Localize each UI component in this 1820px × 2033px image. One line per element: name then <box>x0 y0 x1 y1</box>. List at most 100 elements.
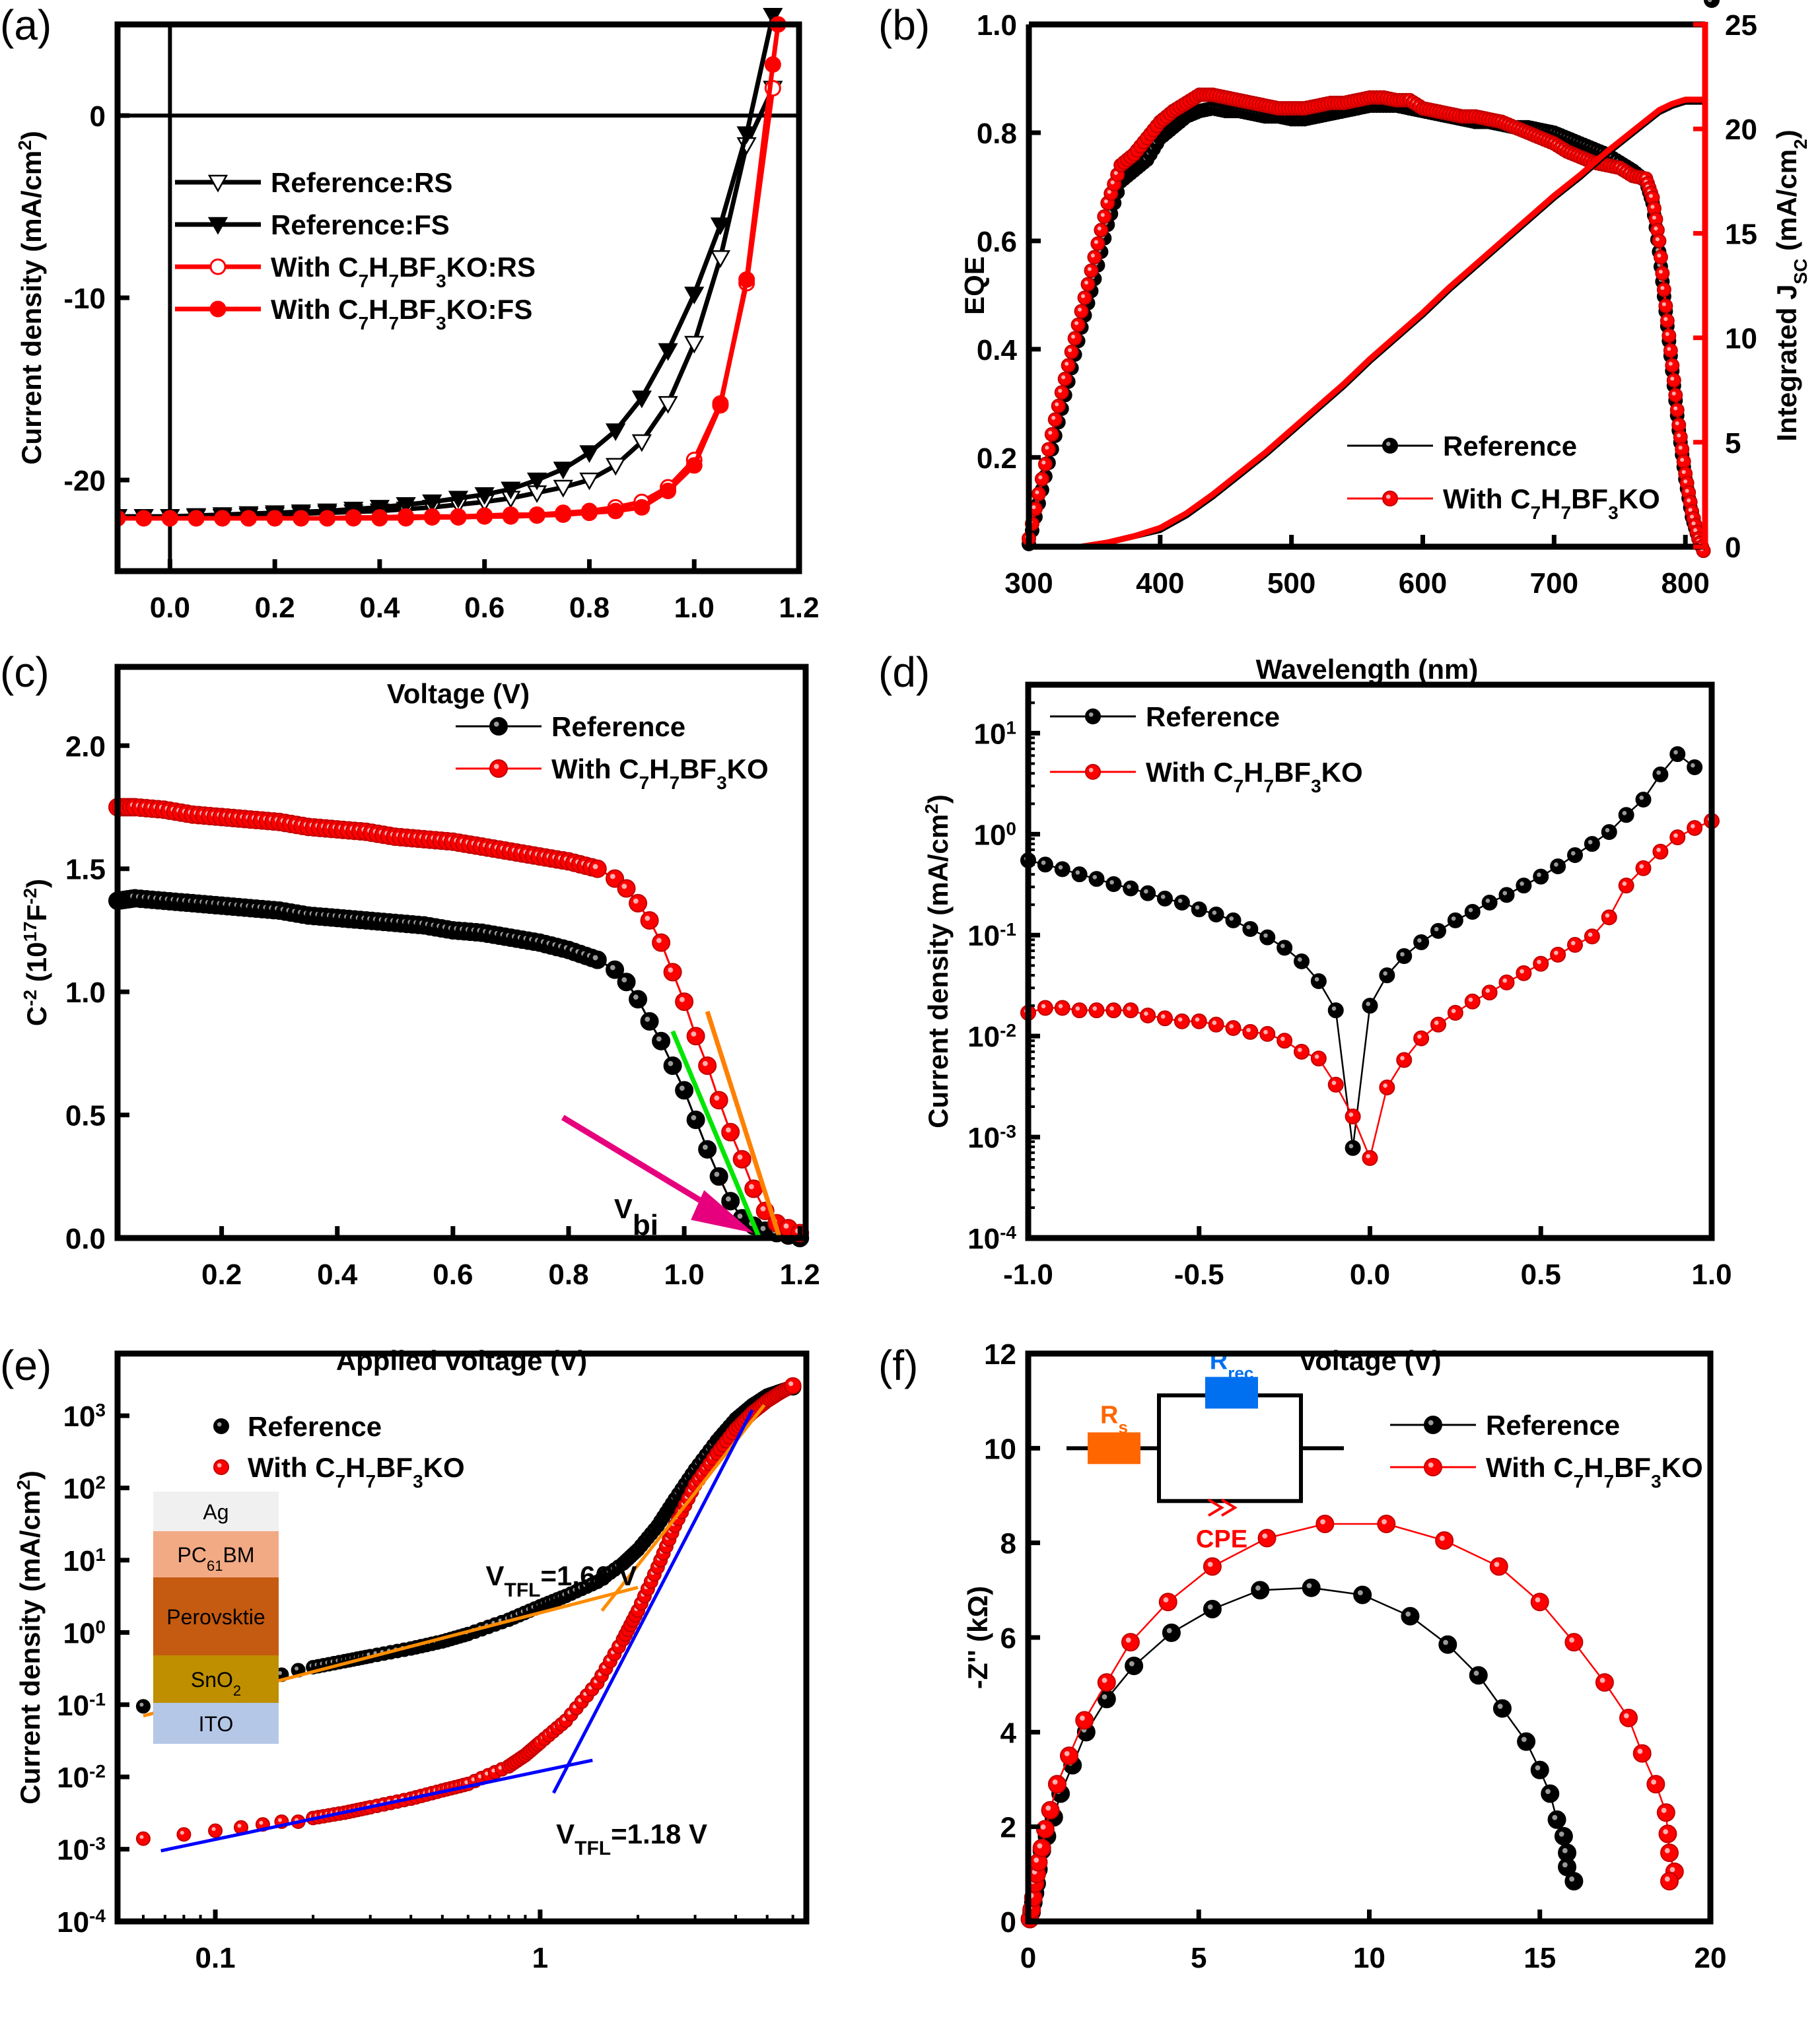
y-axis-title-text-part: ) <box>21 879 52 888</box>
dark-jv-marker-highlight <box>1502 978 1508 983</box>
legend-label-part: H <box>368 294 388 325</box>
circle-marker <box>764 56 781 73</box>
legend-label-part: 7 <box>335 1471 346 1492</box>
nyquist-marker-highlight <box>1207 1562 1213 1568</box>
x-axis-title: Z' (kΩ) <box>1325 2028 1413 2033</box>
x-axis-title: Applied voltage (V) <box>336 1345 587 1376</box>
dark-jv-marker <box>1259 1025 1276 1042</box>
legend-label-part: 7 <box>1574 1471 1584 1492</box>
legend-label-part: Reference <box>1443 431 1577 462</box>
cv-marker-highlight <box>621 977 627 982</box>
nyquist-marker-highlight <box>1040 1824 1046 1830</box>
eqe-marker-highlight <box>1045 445 1049 450</box>
cv-marker-highlight <box>760 1206 766 1212</box>
nyquist-marker-highlight <box>1545 1789 1551 1795</box>
eqe-marker <box>1084 263 1099 278</box>
y-axis-title-text-part: Current density (mA/cm <box>15 1490 46 1805</box>
triangle-marker <box>710 217 731 236</box>
eqe-marker-highlight <box>1690 514 1695 519</box>
x-tick-label: 300 <box>1004 567 1053 600</box>
dark-jv-marker-highlight <box>1177 1017 1183 1022</box>
dark-jv-marker-highlight <box>1656 770 1661 775</box>
y-tick-label: 10-1 <box>57 1688 106 1722</box>
dark-jv-marker-highlight <box>1075 1006 1080 1011</box>
dark-jv-marker <box>1345 1140 1361 1156</box>
dark-jv-marker <box>1567 847 1583 864</box>
nyquist-marker-highlight <box>1651 1779 1657 1785</box>
dark-jv-marker-highlight <box>1434 926 1439 932</box>
nyquist-marker-highlight <box>1664 1876 1670 1882</box>
circle-marker <box>209 300 227 318</box>
dark-jv-marker <box>1618 807 1634 823</box>
nyquist-marker <box>1656 1803 1675 1822</box>
x-tick-label: 0.8 <box>569 592 610 624</box>
eqe-marker-highlight <box>1061 375 1066 380</box>
legend-marker <box>213 1459 229 1475</box>
dark-jv-marker <box>1498 974 1515 990</box>
cv-marker <box>709 1091 728 1110</box>
eqe-marker <box>1047 412 1063 427</box>
triangle-marker <box>553 479 573 498</box>
sclc-marker-highlight <box>485 1771 489 1775</box>
cv-marker-highlight <box>679 1085 685 1091</box>
y-tick-label: 6 <box>1000 1622 1016 1655</box>
eqe-marker-highlight <box>1648 193 1653 198</box>
triangle-marker <box>684 335 705 354</box>
nyquist-marker <box>1530 1760 1549 1779</box>
nyquist-marker <box>1059 1746 1078 1766</box>
dark-jv-marker <box>1464 993 1481 1010</box>
x-tick-label: -0.5 <box>1174 1258 1224 1291</box>
legend-label: With C7H7BF3KO:FS <box>271 294 532 333</box>
vtfl-reference-label-part: TFL <box>505 1579 541 1601</box>
legend-label: With C7H7BF3KO <box>1443 483 1660 523</box>
legend-marker-highlight <box>1428 1420 1434 1426</box>
nyquist-marker-highlight <box>1521 1737 1527 1742</box>
legend-label-part: H <box>1541 483 1560 514</box>
cv-marker <box>588 859 607 878</box>
y-tick-label-part: 10 <box>967 1122 1000 1154</box>
triangle-marker <box>579 445 600 464</box>
legend-label-part: KO <box>423 1452 465 1483</box>
eqe-marker <box>1655 266 1670 281</box>
dark-jv-marker <box>1601 824 1617 841</box>
eqe-marker <box>1669 403 1685 418</box>
dark-jv-marker-highlight <box>1058 865 1063 870</box>
eqe-marker-highlight <box>1041 460 1046 465</box>
legend-label: Reference:RS <box>271 167 452 198</box>
dark-jv-marker-highlight <box>1673 833 1678 838</box>
legend-marker-highlight <box>1088 712 1094 717</box>
y-tick-label-part: 10 <box>57 1834 89 1867</box>
nyquist-marker-highlight <box>1037 1843 1043 1849</box>
vtfl-reference-label: VTFL=1.66 V <box>486 1560 637 1601</box>
nyquist-marker <box>1047 1775 1067 1794</box>
panel-label: (a) <box>0 1 52 49</box>
legend-label-part: 3 <box>717 773 727 793</box>
legend-label-part: With C <box>551 753 639 784</box>
vtfl-additive-label-part: V <box>556 1818 575 1849</box>
stack-layer-label-part: BM <box>223 1543 254 1567</box>
legend-label-part: 3 <box>413 1471 423 1492</box>
dark-jv-marker-highlight <box>1212 1020 1217 1025</box>
nyquist-marker-highlight <box>1405 1611 1411 1617</box>
legend-label: Reference <box>248 1411 382 1442</box>
dark-jv-marker-highlight <box>1212 910 1217 915</box>
eqe-marker-highlight <box>1663 317 1668 322</box>
cv-marker <box>629 990 648 1009</box>
circle-marker <box>240 510 257 527</box>
x-tick-label: 1 <box>532 1942 548 1974</box>
y-tick-label: 0.0 <box>65 1223 106 1255</box>
nyquist-marker <box>1075 1711 1094 1730</box>
series-line-1 <box>1028 820 1712 1159</box>
y-tick-label: -20 <box>63 465 106 497</box>
nyquist-marker-highlight <box>1439 1535 1445 1541</box>
rs-resistor <box>1088 1432 1140 1464</box>
dark-jv-marker-highlight <box>1383 1083 1387 1088</box>
dark-jv-marker <box>1140 1007 1156 1023</box>
eqe-marker-highlight <box>1662 302 1666 306</box>
legend-label-part: With C <box>1486 1452 1574 1483</box>
panel-b-eqe: (b) 300 400 500 600 700 800 0.2 0.4 0.6 0.8 1.0 0 5 10… <box>878 1 1811 685</box>
nyquist-marker <box>1547 1810 1566 1829</box>
dark-jv-marker-highlight <box>1314 1054 1319 1059</box>
nyquist-marker-highlight <box>1255 1585 1261 1591</box>
nyquist-marker <box>1595 1673 1614 1692</box>
